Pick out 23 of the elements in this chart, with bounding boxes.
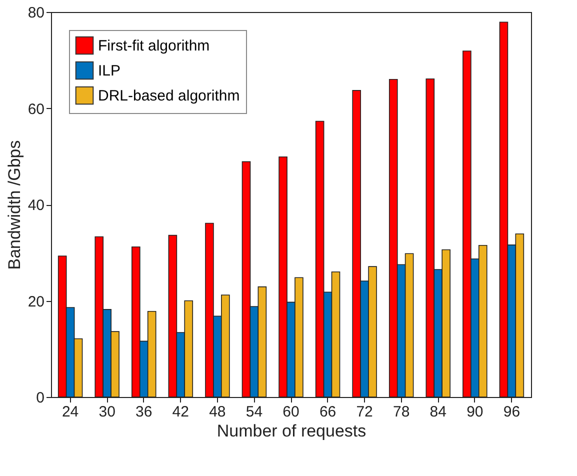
legend-label: ILP [98,62,121,80]
x-tick-label: 84 [430,404,446,420]
x-tick-label: 60 [282,404,300,420]
y-tick-label: 40 [28,197,44,214]
x-tick-label: 36 [136,404,152,420]
x-tick-label: 42 [172,404,189,420]
y-axis-title: Bandwidth /Gbps [4,140,24,270]
legend-label: DRL-based algorithm [98,88,240,104]
y-tick-label: 20 [28,293,44,310]
x-tick-label: 30 [98,404,116,420]
x-axis-title: Number of requests [216,422,366,440]
x-tick-label: 96 [503,404,520,420]
x-tick-label: 72 [356,404,373,420]
y-tick-label: 0 [36,390,44,406]
y-tick-label: 80 [28,4,44,22]
x-tick-label: 90 [466,404,484,420]
y-tick-label: 60 [28,100,44,118]
legend-label: First-fit algorithm [98,38,210,54]
x-tick-label: 66 [319,404,336,420]
x-tick-label: 48 [209,404,226,420]
x-tick-label: 78 [393,404,410,420]
x-tick-label: 54 [246,404,263,420]
x-tick-label: 24 [62,404,79,420]
